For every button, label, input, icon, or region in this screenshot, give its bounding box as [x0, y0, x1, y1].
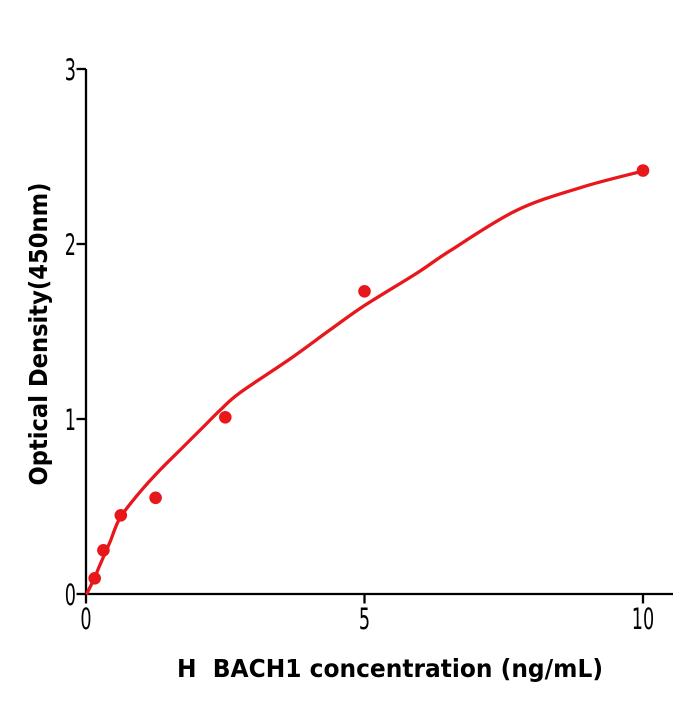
axis-titles: Optical Density(450nm) H BACH1 concentra… [24, 183, 603, 684]
x-axis-title: H BACH1 concentration (ng/mL) [177, 654, 603, 683]
axes: 0 5 10 0 1 2 3 [65, 53, 673, 636]
data-points-layer [88, 164, 650, 585]
data-point [114, 509, 128, 522]
x-tick-label: 10 [632, 602, 654, 636]
y-tick-label: 3 [65, 53, 76, 87]
x-tick-label: 5 [359, 602, 370, 636]
data-point [88, 572, 101, 585]
data-point [636, 164, 650, 177]
fit-curve-layer [85, 169, 645, 595]
data-point [97, 544, 110, 557]
x-tick-label: 0 [80, 602, 91, 636]
y-tick-label: 1 [65, 403, 76, 437]
data-point [358, 285, 371, 298]
y-tick-label: 0 [65, 578, 76, 612]
fit-curve [85, 169, 645, 595]
axis-spines [84, 69, 673, 596]
y-tick-label: 2 [65, 228, 76, 262]
data-point [149, 491, 162, 505]
data-point [219, 411, 232, 424]
y-axis-title: Optical Density(450nm) [24, 183, 53, 486]
